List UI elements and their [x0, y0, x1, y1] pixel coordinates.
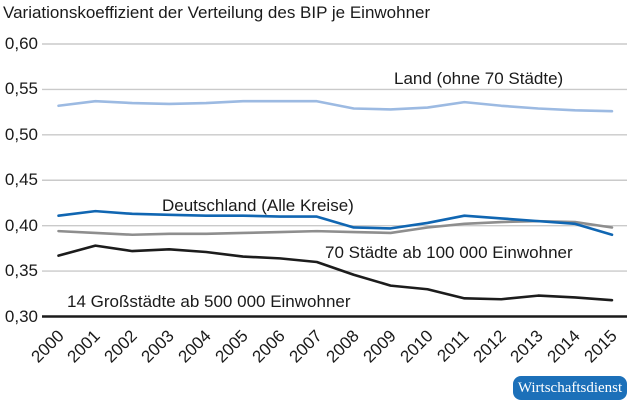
series-label-land: Land (ohne 70 Städte) [394, 69, 564, 88]
series-label-14-grossstaedte: 14 Großstädte ab 500 000 Einwohner [67, 292, 351, 311]
series-line-land [57, 99, 614, 113]
series-line-deutschland [57, 209, 614, 237]
y-tick-label: 0,55 [4, 79, 38, 99]
y-tick-label: 0,30 [4, 306, 38, 326]
y-tick-label: 0,60 [4, 34, 38, 53]
series-label-70-staedte: 70 Städte ab 100 000 Einwohner [325, 243, 573, 262]
y-tick-label: 0,45 [4, 170, 38, 190]
series-line-70-staedte [57, 219, 614, 237]
y-tick-label: 0,50 [4, 124, 38, 144]
chart-title: Variationskoeffizient der Verteilung des… [3, 3, 431, 22]
series-label-deutschland: Deutschland (Alle Kreise) [162, 196, 354, 215]
y-tick-label: 0,40 [4, 215, 38, 235]
series-line-14-grossstaedte [57, 244, 614, 302]
y-tick-label: 0,35 [4, 261, 38, 281]
wirtschaftsdienst-logo: Wirtschaftsdienst [513, 376, 627, 400]
